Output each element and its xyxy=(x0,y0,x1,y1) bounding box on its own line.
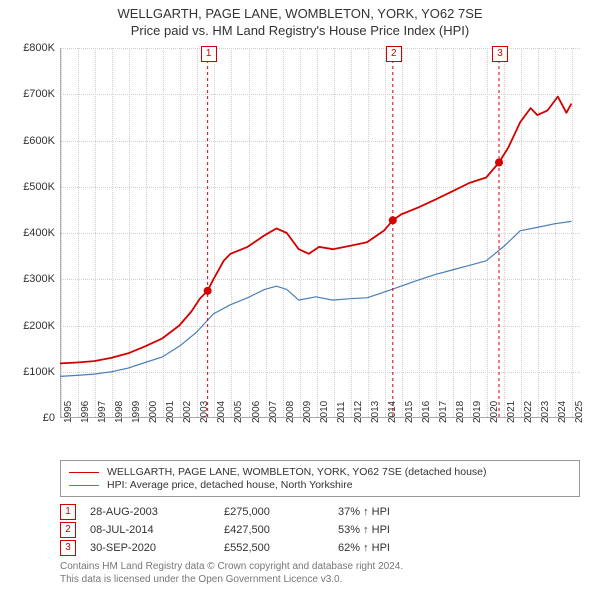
sale-marker-index: 1 xyxy=(201,46,217,62)
y-tick-label: £800K xyxy=(0,42,55,54)
x-tick-label: 2003 xyxy=(199,401,210,423)
x-tick-label: 2010 xyxy=(319,401,330,423)
x-tick-label: 2023 xyxy=(540,401,551,423)
series-line xyxy=(60,97,572,364)
legend-item: WELLGARTH, PAGE LANE, WOMBLETON, YORK, Y… xyxy=(69,466,571,478)
x-tick-label: 2007 xyxy=(268,401,279,423)
sales-row-pct: 62% ↑ HPI xyxy=(338,542,458,554)
x-tick-label: 2017 xyxy=(438,401,449,423)
y-tick-label: £300K xyxy=(0,273,55,285)
x-tick-label: 1998 xyxy=(114,401,125,423)
y-tick-label: £600K xyxy=(0,135,55,147)
legend-item: HPI: Average price, detached house, Nort… xyxy=(69,479,571,491)
x-tick-label: 1996 xyxy=(80,401,91,423)
plot-area: £0£100K£200K£300K£400K£500K£600K£700K£80… xyxy=(60,48,580,418)
legend-label: WELLGARTH, PAGE LANE, WOMBLETON, YORK, Y… xyxy=(107,466,487,478)
sales-row-date: 08-JUL-2014 xyxy=(90,524,210,536)
x-tick-label: 2024 xyxy=(557,401,568,423)
sale-marker-dot xyxy=(495,158,503,166)
y-tick-label: £500K xyxy=(0,181,55,193)
series-line xyxy=(60,221,572,376)
x-tick-label: 2014 xyxy=(387,401,398,423)
x-tick-label: 2001 xyxy=(165,401,176,423)
chart-container: WELLGARTH, PAGE LANE, WOMBLETON, YORK, Y… xyxy=(0,0,600,590)
sales-table: 1 28-AUG-2003 £275,000 37% ↑ HPI 2 08-JUL-201… xyxy=(60,502,580,558)
sales-row-index: 1 xyxy=(60,504,76,520)
legend-label: HPI: Average price, detached house, Nort… xyxy=(107,479,353,491)
sales-row-price: £552,500 xyxy=(224,542,324,554)
x-tick-label: 2016 xyxy=(421,401,432,423)
footer-attribution: Contains HM Land Registry data © Crown c… xyxy=(60,560,580,586)
x-tick-label: 2006 xyxy=(251,401,262,423)
x-tick-label: 1997 xyxy=(97,401,108,423)
sales-row-index: 3 xyxy=(60,540,76,556)
x-tick-label: 2009 xyxy=(302,401,313,423)
footer-line-1: Contains HM Land Registry data © Crown c… xyxy=(60,560,580,573)
series-svg xyxy=(60,48,580,418)
y-tick-label: £700K xyxy=(0,88,55,100)
sales-row-price: £275,000 xyxy=(224,506,324,518)
legend: WELLGARTH, PAGE LANE, WOMBLETON, YORK, Y… xyxy=(60,460,580,497)
x-tick-label: 1995 xyxy=(63,401,74,423)
sales-row: 2 08-JUL-2014 £427,500 53% ↑ HPI xyxy=(60,522,580,538)
x-tick-label: 2020 xyxy=(489,401,500,423)
title-line-1: WELLGARTH, PAGE LANE, WOMBLETON, YORK, Y… xyxy=(0,6,600,23)
sales-row: 3 30-SEP-2020 £552,500 62% ↑ HPI xyxy=(60,540,580,556)
title-line-2: Price paid vs. HM Land Registry's House … xyxy=(0,23,600,40)
x-tick-label: 2000 xyxy=(148,401,159,423)
x-tick-label: 2025 xyxy=(574,401,585,423)
x-tick-label: 2008 xyxy=(285,401,296,423)
x-tick-label: 2018 xyxy=(455,401,466,423)
x-tick-label: 1999 xyxy=(131,401,142,423)
chart-title: WELLGARTH, PAGE LANE, WOMBLETON, YORK, Y… xyxy=(0,0,600,40)
y-tick-label: £200K xyxy=(0,320,55,332)
sale-marker-dot xyxy=(389,216,397,224)
legend-swatch xyxy=(69,472,99,473)
sales-row-date: 30-SEP-2020 xyxy=(90,542,210,554)
x-tick-label: 2022 xyxy=(523,401,534,423)
x-tick-label: 2011 xyxy=(336,401,347,423)
sales-row-price: £427,500 xyxy=(224,524,324,536)
x-tick-label: 2021 xyxy=(506,401,517,423)
x-tick-label: 2012 xyxy=(353,401,364,423)
y-tick-label: £0 xyxy=(0,412,55,424)
sales-row-pct: 53% ↑ HPI xyxy=(338,524,458,536)
legend-swatch xyxy=(69,485,99,486)
footer-line-2: This data is licensed under the Open Gov… xyxy=(60,573,580,586)
sale-marker-index: 3 xyxy=(492,46,508,62)
sale-marker-index: 2 xyxy=(386,46,402,62)
x-tick-label: 2002 xyxy=(182,401,193,423)
sales-row-index: 2 xyxy=(60,522,76,538)
x-tick-label: 2005 xyxy=(233,401,244,423)
sales-row-date: 28-AUG-2003 xyxy=(90,506,210,518)
x-tick-label: 2004 xyxy=(216,401,227,423)
sales-row: 1 28-AUG-2003 £275,000 37% ↑ HPI xyxy=(60,504,580,520)
x-tick-label: 2015 xyxy=(404,401,415,423)
x-tick-label: 2019 xyxy=(472,401,483,423)
y-tick-label: £100K xyxy=(0,366,55,378)
x-tick-label: 2013 xyxy=(370,401,381,423)
sale-marker-dot xyxy=(204,287,212,295)
sales-row-pct: 37% ↑ HPI xyxy=(338,506,458,518)
y-tick-label: £400K xyxy=(0,227,55,239)
